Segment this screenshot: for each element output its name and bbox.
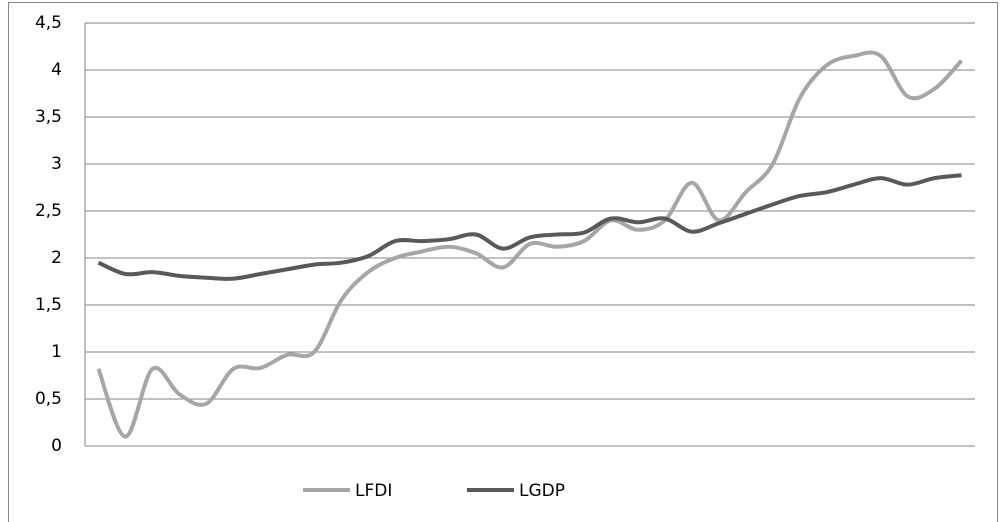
- y-tick-label: 2,5: [35, 201, 62, 221]
- y-tick-label: 3,5: [35, 107, 62, 127]
- chart-border: [8, 2, 998, 522]
- y-tick-label: 1: [51, 342, 62, 362]
- line-series: [96, 50, 963, 439]
- y-tick-label: 2: [51, 248, 62, 268]
- y-tick-label: 1,5: [35, 295, 62, 315]
- line-series: [97, 173, 962, 281]
- legend-label: LFDI: [355, 481, 392, 501]
- y-tick-label: 4: [51, 60, 62, 80]
- y-tick-label: 4,5: [35, 13, 62, 33]
- legend-label: LGDP: [519, 481, 565, 501]
- y-tick-label: 0,5: [35, 389, 62, 409]
- y-tick-label: 3: [51, 154, 62, 174]
- y-tick-label: 0: [51, 436, 62, 456]
